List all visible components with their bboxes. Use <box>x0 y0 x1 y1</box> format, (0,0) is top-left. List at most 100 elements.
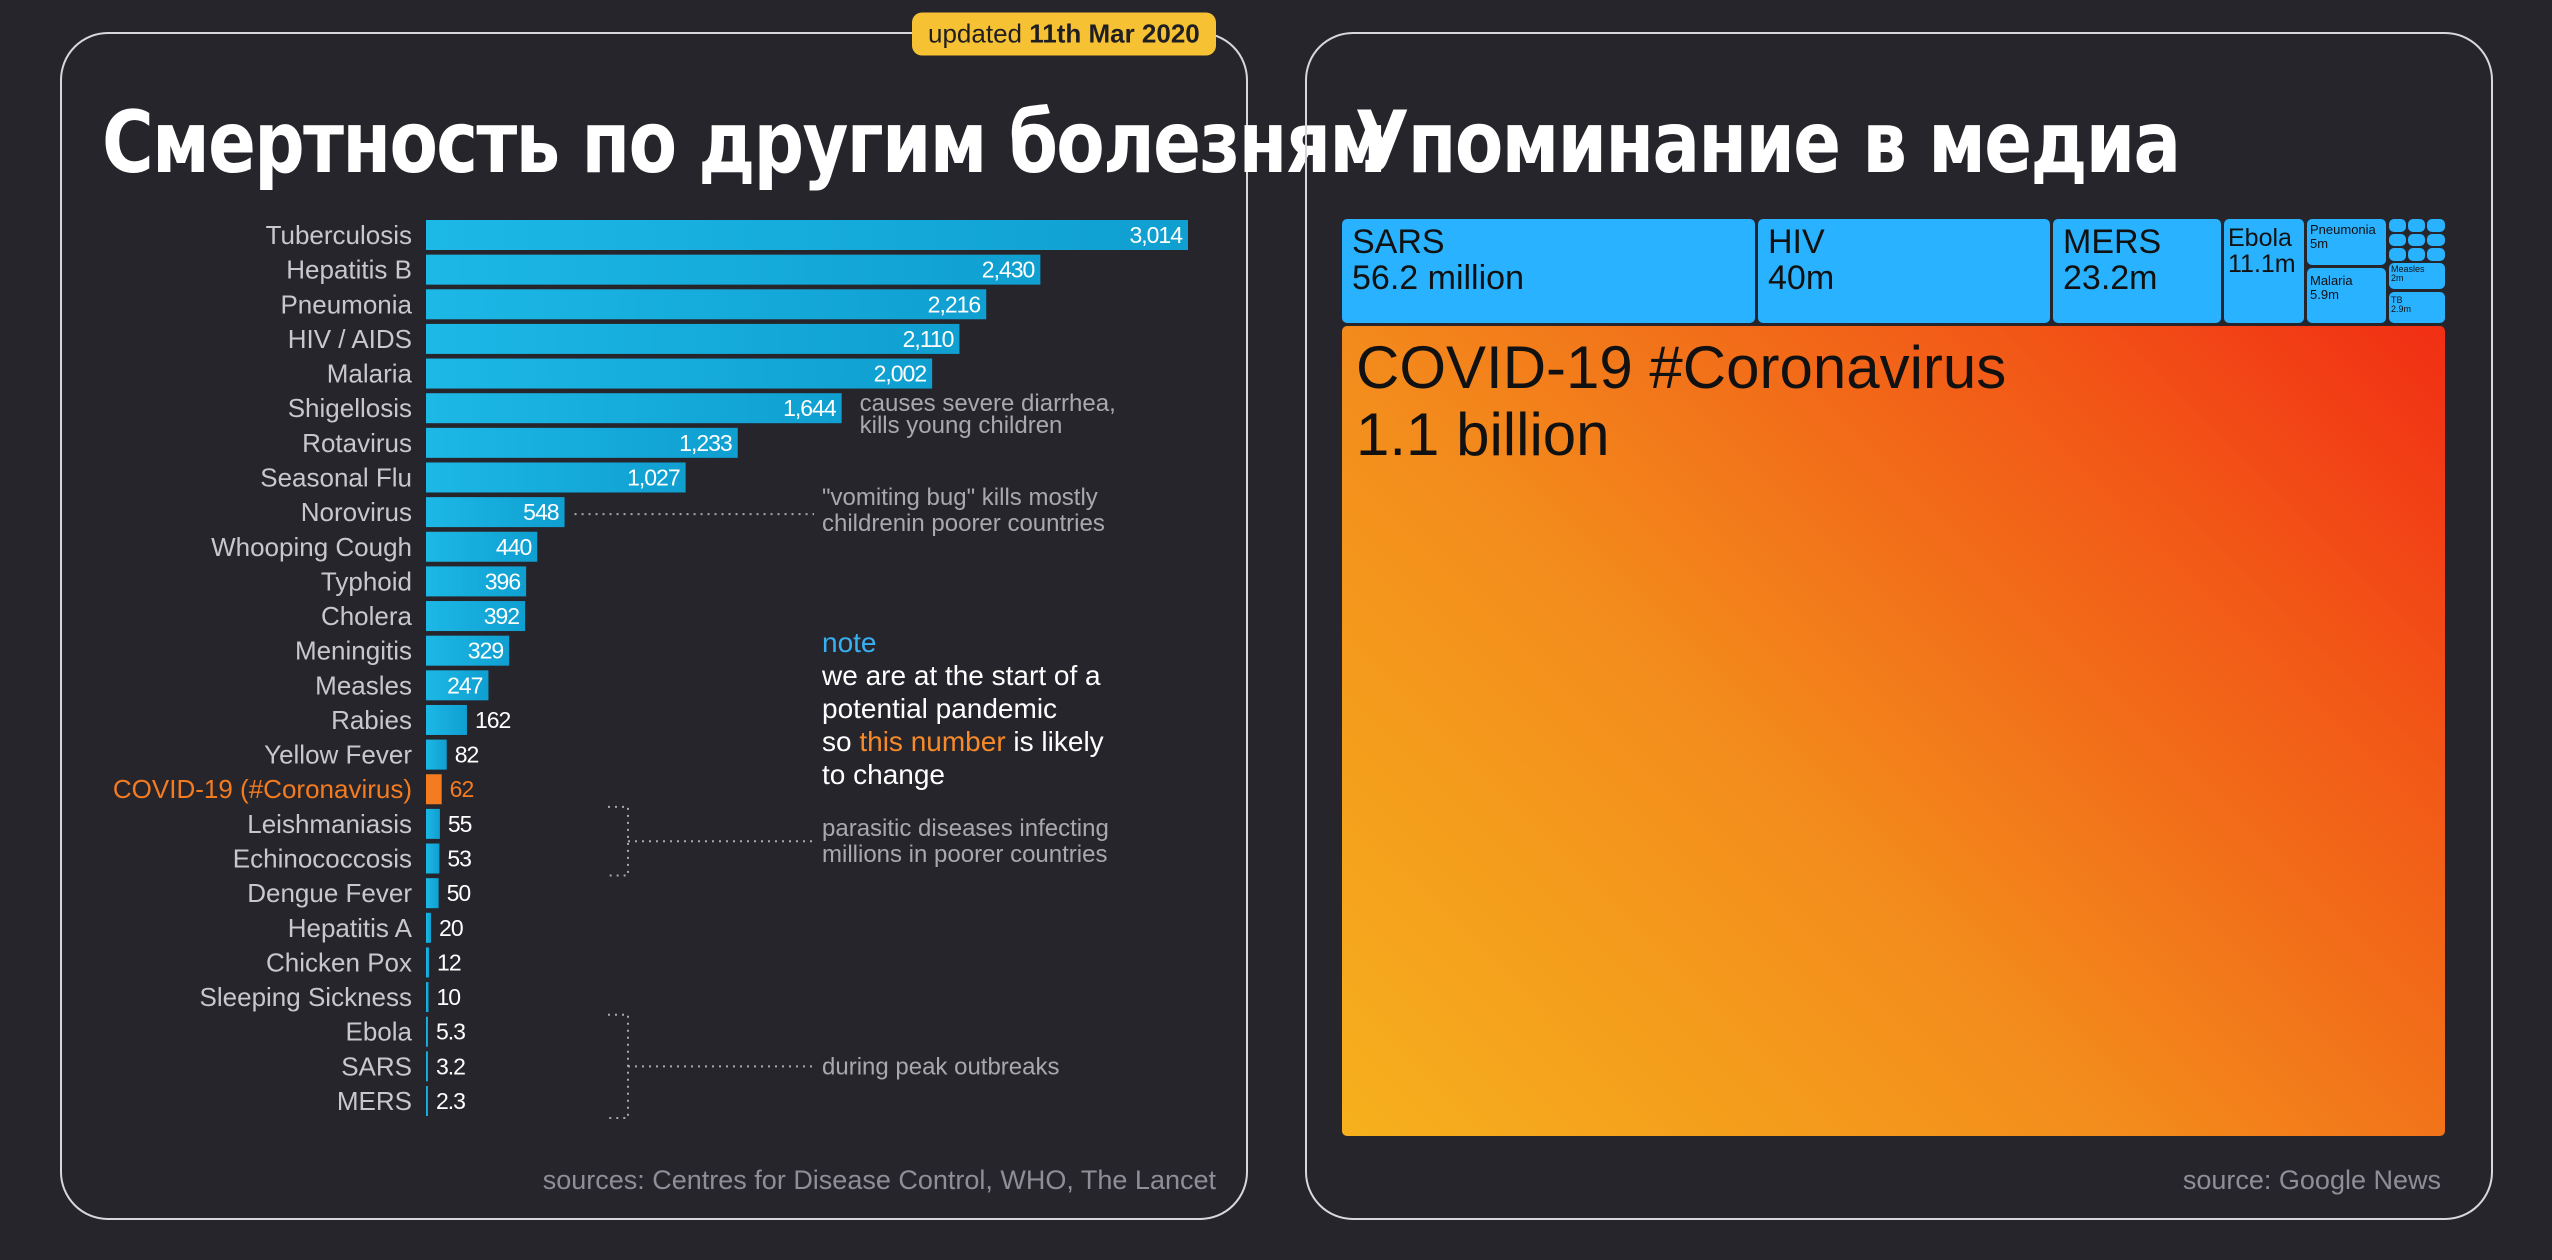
note-line-4: to change <box>822 759 945 790</box>
treemap-tile-mers: MERS 23.2m <box>2053 219 2221 323</box>
treemap-tile-hiv: HIV 40m <box>1758 219 2050 323</box>
category-label: Measles <box>315 670 412 700</box>
bar <box>426 497 565 528</box>
bar <box>426 358 933 389</box>
bar <box>426 427 738 458</box>
value-label: 62 <box>450 776 474 802</box>
bar <box>426 739 447 770</box>
category-label: Shigellosis <box>288 393 412 423</box>
category-label: Sleeping Sickness <box>200 982 412 1012</box>
pandemic-note: note we are at the start of a potential … <box>822 626 1104 791</box>
bar <box>426 635 510 666</box>
value-label: 2,002 <box>874 361 927 387</box>
bar <box>426 670 489 701</box>
category-label: Norovirus <box>301 497 412 527</box>
bar <box>426 1016 428 1047</box>
note-line-1: we are at the start of a <box>822 660 1101 691</box>
tile-value: 1.1 billion <box>1356 401 1610 468</box>
value-label: 10 <box>437 984 461 1010</box>
note-label: note <box>822 627 877 658</box>
value-label: 2.3 <box>436 1088 465 1114</box>
tile-value: 40m <box>1768 258 1835 297</box>
value-label: 247 <box>447 672 483 698</box>
bar <box>426 1051 428 1082</box>
category-label: Typhoid <box>321 566 412 596</box>
annotation-text: kills young children <box>860 412 1063 439</box>
annotation-text: parasitic diseases infecting <box>822 815 1109 842</box>
tile-value: 56.2 million <box>1352 258 1524 297</box>
annotation-text: millions in poorer countries <box>822 841 1107 868</box>
tile-value: 2.9m <box>2391 304 2412 315</box>
category-label: HIV / AIDS <box>288 324 412 354</box>
treemap-tile-tb: TB 2.9m <box>2389 292 2445 323</box>
category-label: Chicken Pox <box>266 947 412 977</box>
media-panel: Упоминание в медиа COVID-19 #Coronavirus… <box>1305 32 2493 1220</box>
value-label: 55 <box>448 811 472 837</box>
note-highlight: this number <box>859 726 1006 757</box>
bar <box>426 878 439 909</box>
badge-prefix: updated <box>928 18 1030 49</box>
updated-badge: updated 11th Mar 2020 <box>912 12 1216 56</box>
treemap-tile-minor <box>2389 248 2406 261</box>
tile-name: COVID-19 #Coronavirus <box>1356 334 2007 401</box>
deaths-source: sources: Centres for Disease Control, WH… <box>542 1165 1216 1195</box>
tile-value: 23.2m <box>2063 258 2158 297</box>
annotation-bracket <box>608 1013 629 1119</box>
bar <box>426 531 538 562</box>
value-label: 12 <box>437 949 461 975</box>
bar <box>426 704 467 735</box>
category-label: Dengue Fever <box>247 878 412 908</box>
treemap-tile-measles: Measles 2m <box>2389 263 2445 289</box>
media-treemap: COVID-19 #Coronavirus 1.1 billion SARS 5… <box>1342 219 2445 1136</box>
bar <box>426 254 1041 285</box>
category-label: Cholera <box>321 601 413 631</box>
category-label: Seasonal Flu <box>260 462 412 492</box>
bar <box>426 323 960 354</box>
value-label: 440 <box>496 534 532 560</box>
annotation-text: "vomiting bug" kills mostly <box>822 484 1098 511</box>
annotation-text: during peak outbreaks <box>822 1053 1060 1080</box>
note-line-2: potential pandemic <box>822 693 1058 724</box>
value-label: 162 <box>475 707 511 733</box>
treemap-tile-covid: COVID-19 #Coronavirus 1.1 billion <box>1342 326 2445 1136</box>
tile-name: Malaria <box>2310 273 2353 288</box>
category-label: Ebola <box>346 1017 413 1047</box>
bar <box>426 912 432 943</box>
category-label: Whooping Cough <box>211 532 412 562</box>
treemap-tile-minor <box>2389 234 2406 246</box>
note-line-3-end: is likely <box>1005 726 1104 757</box>
value-label: 329 <box>468 638 504 664</box>
deaths-bar-chart: Tuberculosis 3,014 Hepatitis B 2,430 Pneumon… <box>113 220 1188 1119</box>
bar <box>426 808 440 839</box>
bar <box>426 947 430 978</box>
category-label: Echinococcosis <box>233 844 412 874</box>
value-label: 50 <box>447 880 471 906</box>
tile-name: HIV <box>1768 223 1825 261</box>
tile-value: 11.1m <box>2228 250 2296 279</box>
value-label: 2,110 <box>903 326 954 352</box>
treemap-tile-malaria: Malaria 5.9m <box>2307 268 2386 323</box>
tile-name: Ebola <box>2228 224 2292 252</box>
category-label: MERS <box>337 1086 412 1116</box>
bar <box>426 982 429 1013</box>
tile-name: Measles <box>2391 264 2425 274</box>
value-label: 2,430 <box>982 257 1035 283</box>
media-chart-title: Упоминание в медиа <box>1355 93 2181 193</box>
treemap-tile-pneumonia: Pneumonia 5m <box>2307 219 2386 265</box>
treemap-tile-minor <box>2427 248 2445 261</box>
tile-value: 5.9m <box>2310 286 2339 302</box>
category-label: Hepatitis B <box>286 255 412 285</box>
treemap-tile-minor <box>2408 248 2425 261</box>
value-label: 548 <box>523 499 559 525</box>
bar <box>426 1086 428 1116</box>
value-label: 392 <box>484 603 520 629</box>
value-label: 20 <box>439 915 463 941</box>
treemap-tile-minor <box>2389 219 2406 232</box>
bar <box>426 462 686 493</box>
bar <box>426 566 527 597</box>
value-label: 1,233 <box>679 430 732 456</box>
category-label: Malaria <box>327 359 413 389</box>
tile-name: Pneumonia <box>2310 222 2376 237</box>
annotation-text: childrenin poorer countries <box>822 510 1105 537</box>
treemap-tile-minor <box>2408 219 2425 232</box>
